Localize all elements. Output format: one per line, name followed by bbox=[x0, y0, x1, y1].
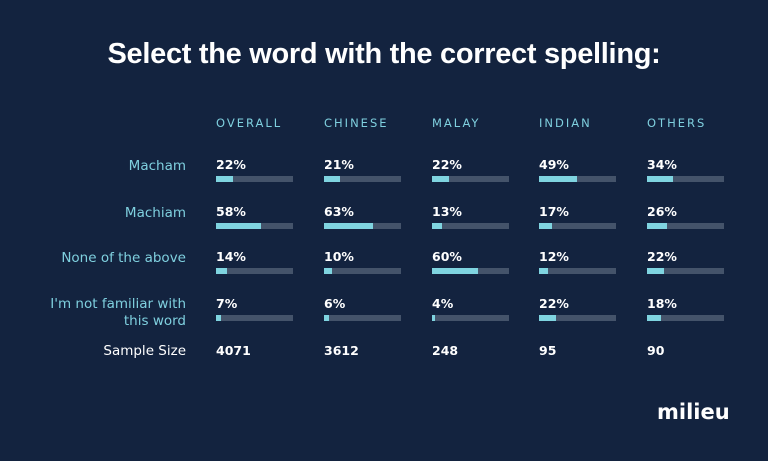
progress-bar-fill bbox=[216, 315, 222, 321]
cell-others: 26% bbox=[647, 205, 725, 229]
progress-bar-track bbox=[539, 176, 616, 182]
progress-bar-track bbox=[432, 223, 509, 229]
sample-size-chinese: 3612 bbox=[324, 343, 359, 358]
progress-bar-fill bbox=[432, 315, 436, 321]
progress-bar-track bbox=[216, 268, 293, 274]
cell-malay: 13% bbox=[432, 205, 510, 229]
cell-overall: 7% bbox=[216, 297, 294, 321]
percentage-value: 63% bbox=[324, 204, 354, 219]
percentage-value: 7% bbox=[216, 296, 238, 311]
progress-bar-track bbox=[432, 315, 509, 321]
progress-bar-track bbox=[324, 315, 401, 321]
progress-bar-fill bbox=[324, 223, 373, 229]
percentage-value: 22% bbox=[647, 249, 677, 264]
percentage-value: 6% bbox=[324, 296, 346, 311]
cell-malay: 4% bbox=[432, 297, 510, 321]
column-header-chinese: CHINESE bbox=[324, 116, 389, 130]
progress-bar-track bbox=[647, 268, 724, 274]
row-label-none: None of the above bbox=[61, 250, 186, 266]
cell-chinese: 21% bbox=[324, 158, 402, 182]
progress-bar-track bbox=[647, 315, 724, 321]
sample-size-overall: 4071 bbox=[216, 343, 251, 358]
progress-bar-fill bbox=[432, 176, 449, 182]
cell-indian: 22% bbox=[539, 297, 617, 321]
percentage-value: 14% bbox=[216, 249, 246, 264]
progress-bar-track bbox=[216, 315, 293, 321]
cell-malay: 60% bbox=[432, 250, 510, 274]
percentage-value: 17% bbox=[539, 204, 569, 219]
progress-bar-track bbox=[539, 223, 616, 229]
cell-malay: 22% bbox=[432, 158, 510, 182]
percentage-value: 22% bbox=[432, 157, 462, 172]
milieu-logo: milieu bbox=[657, 400, 730, 424]
percentage-value: 4% bbox=[432, 296, 454, 311]
progress-bar-track bbox=[324, 223, 401, 229]
progress-bar-fill bbox=[216, 176, 233, 182]
percentage-value: 22% bbox=[216, 157, 246, 172]
progress-bar-fill bbox=[539, 315, 556, 321]
percentage-value: 21% bbox=[324, 157, 354, 172]
column-header-others: OTHERS bbox=[647, 116, 707, 130]
progress-bar-track bbox=[216, 176, 293, 182]
cell-chinese: 63% bbox=[324, 205, 402, 229]
progress-bar-fill bbox=[216, 223, 261, 229]
row-label-macham: Macham bbox=[128, 158, 186, 174]
percentage-value: 10% bbox=[324, 249, 354, 264]
percentage-value: 34% bbox=[647, 157, 677, 172]
cell-others: 18% bbox=[647, 297, 725, 321]
percentage-value: 60% bbox=[432, 249, 462, 264]
progress-bar-track bbox=[324, 268, 401, 274]
progress-bar-fill bbox=[539, 176, 577, 182]
percentage-value: 18% bbox=[647, 296, 677, 311]
percentage-value: 22% bbox=[539, 296, 569, 311]
progress-bar-track bbox=[216, 223, 293, 229]
cell-others: 34% bbox=[647, 158, 725, 182]
cell-indian: 12% bbox=[539, 250, 617, 274]
progress-bar-track bbox=[539, 315, 616, 321]
progress-bar-track bbox=[539, 268, 616, 274]
progress-bar-track bbox=[432, 268, 509, 274]
column-header-malay: MALAY bbox=[432, 116, 481, 130]
percentage-value: 49% bbox=[539, 157, 569, 172]
cell-chinese: 6% bbox=[324, 297, 402, 321]
percentage-value: 26% bbox=[647, 204, 677, 219]
progress-bar-fill bbox=[432, 223, 442, 229]
percentage-value: 12% bbox=[539, 249, 569, 264]
sample-size-malay: 248 bbox=[432, 343, 459, 358]
progress-bar-fill bbox=[647, 268, 664, 274]
row-label-machiam: Machiam bbox=[124, 205, 186, 221]
column-header-indian: INDIAN bbox=[539, 116, 592, 130]
row-label-not-familiar: I'm not familiar with this word bbox=[0, 296, 186, 330]
sample-size-others: 90 bbox=[647, 343, 665, 358]
progress-bar-fill bbox=[324, 315, 329, 321]
progress-bar-fill bbox=[647, 223, 668, 229]
sample-size-label: Sample Size bbox=[103, 343, 186, 359]
column-header-overall: OVERALL bbox=[216, 116, 283, 130]
cell-chinese: 10% bbox=[324, 250, 402, 274]
cell-indian: 49% bbox=[539, 158, 617, 182]
progress-bar-fill bbox=[324, 268, 332, 274]
row-label-line1: I'm not familiar with bbox=[50, 296, 186, 312]
progress-bar-fill bbox=[539, 223, 553, 229]
progress-bar-fill bbox=[539, 268, 549, 274]
progress-bar-track bbox=[324, 176, 401, 182]
progress-bar-track bbox=[647, 176, 724, 182]
sample-size-indian: 95 bbox=[539, 343, 557, 358]
progress-bar-fill bbox=[432, 268, 479, 274]
progress-bar-track bbox=[647, 223, 724, 229]
row-label-line2: this word bbox=[123, 313, 186, 329]
cell-overall: 22% bbox=[216, 158, 294, 182]
cell-overall: 58% bbox=[216, 205, 294, 229]
percentage-value: 58% bbox=[216, 204, 246, 219]
progress-bar-track bbox=[432, 176, 509, 182]
percentage-value: 13% bbox=[432, 204, 462, 219]
progress-bar-fill bbox=[647, 176, 674, 182]
cell-overall: 14% bbox=[216, 250, 294, 274]
progress-bar-fill bbox=[324, 176, 341, 182]
chart-title: Select the word with the correct spellin… bbox=[107, 38, 661, 70]
progress-bar-fill bbox=[216, 268, 227, 274]
cell-indian: 17% bbox=[539, 205, 617, 229]
progress-bar-fill bbox=[647, 315, 661, 321]
cell-others: 22% bbox=[647, 250, 725, 274]
